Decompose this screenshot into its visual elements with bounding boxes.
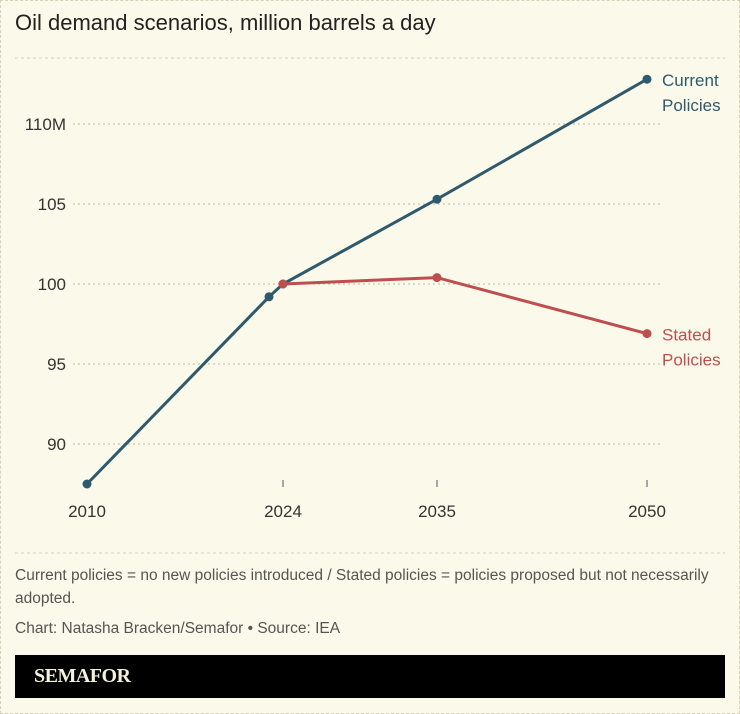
series-label: Policies <box>662 96 721 115</box>
y-tick-label: 110M <box>25 115 66 134</box>
data-point <box>432 273 442 283</box>
data-point <box>82 479 92 489</box>
data-point <box>278 279 288 289</box>
y-tick-label: 105 <box>38 195 66 214</box>
semafor-logo: SEMAFOR <box>34 665 131 687</box>
y-tick-label: 90 <box>47 435 66 454</box>
chart-note: Current policies = no new policies intro… <box>15 567 709 607</box>
series-label: Current <box>662 71 719 90</box>
x-tick-label: 2050 <box>628 502 666 521</box>
chart-title: Oil demand scenarios, million barrels a … <box>15 10 436 35</box>
brand-bar: SEMAFOR <box>15 655 725 698</box>
x-tick-label: 2024 <box>264 502 302 521</box>
y-tick-label: 95 <box>47 355 66 374</box>
data-point <box>264 292 274 302</box>
y-tick-label: 100 <box>38 275 66 294</box>
x-tick-label: 2010 <box>68 502 106 521</box>
chart-credit: Chart: Natasha Bracken/Semafor • Source:… <box>15 620 341 637</box>
x-tick-label: 2035 <box>418 502 456 521</box>
series-label: Policies <box>662 351 721 370</box>
data-point <box>642 74 652 84</box>
data-point <box>642 329 652 339</box>
data-point <box>432 194 442 204</box>
series-line <box>282 276 648 336</box>
series-label: Stated <box>662 326 711 345</box>
